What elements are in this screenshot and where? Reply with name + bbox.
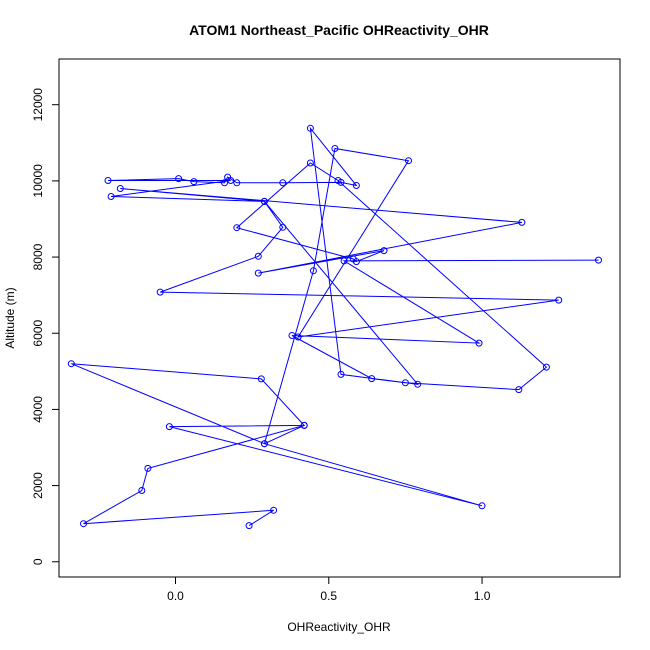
data-point	[279, 179, 287, 187]
data-point	[221, 179, 228, 187]
data-point	[254, 252, 262, 260]
data-point	[175, 175, 183, 183]
data-point	[165, 423, 173, 431]
y-tick-label: 12000	[31, 88, 45, 122]
data-point	[542, 363, 550, 371]
data-point	[138, 487, 146, 494]
data-point	[104, 177, 112, 184]
data-point	[334, 177, 342, 184]
data-point	[288, 332, 296, 339]
data-point	[224, 173, 232, 181]
y-axis: 0 2000 4000 6000 8000 10000 12000	[31, 88, 60, 565]
data-point	[80, 520, 87, 528]
data-point	[300, 421, 308, 429]
data-point	[107, 193, 115, 200]
data-point	[331, 145, 339, 152]
plot-frame	[58, 58, 621, 578]
data-point	[144, 464, 152, 472]
data-point	[116, 185, 124, 192]
data-point	[368, 375, 376, 383]
data-point	[555, 296, 563, 304]
data-point	[306, 159, 314, 167]
data-point	[270, 506, 278, 514]
data-point	[595, 256, 602, 264]
data-point	[67, 360, 75, 368]
data-point	[518, 218, 526, 226]
data-point	[337, 370, 345, 378]
series-line	[71, 126, 599, 527]
data-point	[306, 124, 314, 132]
data-point	[475, 339, 483, 347]
data-point	[233, 224, 241, 232]
data-point	[156, 288, 164, 296]
data-point	[245, 522, 253, 530]
series-lines	[71, 126, 599, 527]
data-point	[260, 197, 268, 205]
data-point	[352, 182, 360, 189]
data-point	[340, 257, 348, 265]
series-points	[67, 124, 602, 530]
data-point	[515, 386, 523, 394]
y-tick-label: 2000	[31, 472, 45, 499]
x-axis: 0.0 0.5 1.0	[167, 576, 491, 603]
data-point	[405, 157, 412, 165]
data-point	[279, 223, 287, 231]
data-point	[401, 379, 409, 387]
data-point	[233, 179, 241, 187]
x-tick-label: 0.5	[320, 589, 337, 603]
x-tick-label: 1.0	[474, 589, 491, 603]
data-point	[349, 255, 357, 263]
chart-title: ATOM1 Northeast_Pacific OHReactivity_OHR	[189, 22, 489, 38]
data-point	[190, 178, 198, 186]
x-tick-label: 0.0	[167, 589, 184, 603]
data-point	[309, 267, 317, 275]
data-point	[478, 502, 486, 510]
data-point	[254, 269, 262, 277]
data-point	[260, 440, 268, 448]
data-point	[380, 247, 388, 255]
y-tick-label: 4000	[31, 396, 45, 423]
y-axis-label: Altitude (m)	[3, 287, 17, 348]
x-axis-label: OHReactivity_OHR	[287, 620, 391, 634]
y-tick-label: 10000	[31, 164, 45, 198]
data-point	[257, 375, 265, 383]
y-tick-label: 0	[31, 558, 45, 565]
y-tick-label: 6000	[31, 320, 45, 347]
data-point	[414, 380, 422, 388]
y-tick-label: 8000	[31, 243, 45, 270]
